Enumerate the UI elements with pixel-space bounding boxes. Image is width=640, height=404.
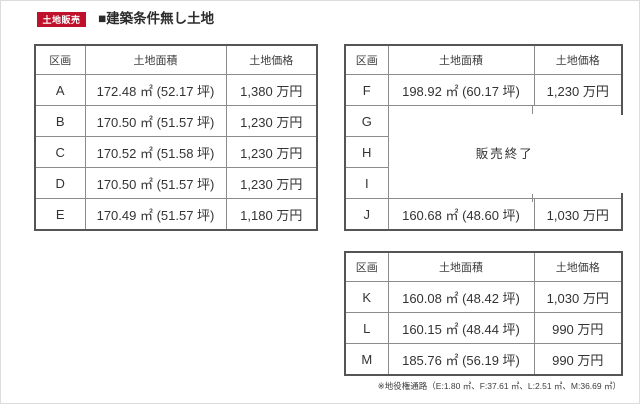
border-stub-bottom <box>532 194 533 202</box>
area-cell: 185.76 ㎡ (56.19 坪) <box>387 343 535 376</box>
area-cell: 160.15 ㎡ (48.44 坪) <box>387 312 535 344</box>
area-cell: 170.50 ㎡ (51.57 坪) <box>84 167 227 199</box>
table-border-gap <box>618 115 623 193</box>
area-cell: 170.50 ㎡ (51.57 坪) <box>84 105 227 137</box>
price-cell: 1,030 万円 <box>533 281 623 313</box>
table-row: A 172.48 ㎡ (52.17 坪) 1,380 万円 <box>34 74 318 106</box>
area-cell: 170.52 ㎡ (51.58 坪) <box>84 136 227 168</box>
area-cell: 170.49 ㎡ (51.57 坪) <box>84 198 227 231</box>
column-header-plot: 区画 <box>344 44 389 75</box>
plot-cell: J <box>344 198 389 231</box>
easement-footnote: ※地役権通路（E:1.80 ㎡、F:37.61 ㎡、L:2.51 ㎡、M:36.… <box>377 381 621 391</box>
plot-cell: F <box>344 74 389 106</box>
table-row: J 160.68 ㎡ (48.60 坪) 1,030 万円 <box>344 198 623 231</box>
plot-cell: L <box>344 312 389 344</box>
page-title: ■建築条件無し土地 <box>98 11 215 26</box>
area-cell: 160.68 ㎡ (48.60 坪) <box>387 198 535 231</box>
plot-cell: I <box>344 167 389 199</box>
table-row: C 170.52 ㎡ (51.58 坪) 1,230 万円 <box>34 136 318 168</box>
plot-cell: B <box>34 105 86 137</box>
column-header-price: 土地価格 <box>533 251 623 282</box>
land-sale-badge: 土地販売 <box>37 12 86 27</box>
price-cell: 1,380 万円 <box>225 74 318 106</box>
plot-cell: D <box>34 167 86 199</box>
table-row: I <box>344 167 622 199</box>
area-cell: 172.48 ㎡ (52.17 坪) <box>84 74 227 106</box>
column-header-plot: 区画 <box>344 251 389 282</box>
land-table-a-e: 区画 土地面積 土地価格 A 172.48 ㎡ (52.17 坪) 1,380 万円… <box>34 44 318 231</box>
table-row: G 販売終了 <box>344 105 623 199</box>
column-header-price: 土地価格 <box>533 44 623 75</box>
table-row: F 198.92 ㎡ (60.17 坪) 1,230 万円 <box>344 74 623 106</box>
plot-cell: H <box>344 136 389 168</box>
price-cell: 1,030 万円 <box>533 198 623 231</box>
border-stub-top <box>532 106 533 114</box>
area-cell: 198.92 ㎡ (60.17 坪) <box>387 74 535 106</box>
table-row: M 185.76 ㎡ (56.19 坪) 990 万円 <box>344 343 623 376</box>
price-cell: 1,230 万円 <box>225 105 318 137</box>
table-row: D 170.50 ㎡ (51.57 坪) 1,230 万円 <box>34 167 318 199</box>
plot-cell: E <box>34 198 86 231</box>
land-table-k-m: 区画 土地面積 土地価格 K 160.08 ㎡ (48.42 坪) 1,030 万円… <box>344 251 623 376</box>
plot-cell: A <box>34 74 86 106</box>
header-row: 区画 土地面積 土地価格 <box>344 251 623 282</box>
plot-cell: K <box>344 281 389 313</box>
column-header-area: 土地面積 <box>387 251 535 282</box>
column-header-plot: 区画 <box>34 44 86 75</box>
table-row: L 160.15 ㎡ (48.44 坪) 990 万円 <box>344 312 623 344</box>
soldout-cell: 販売終了 <box>387 105 623 199</box>
header-row: 区画 土地面積 土地価格 <box>34 44 318 75</box>
price-cell: 990 万円 <box>533 343 623 376</box>
plot-cell: G <box>344 105 389 137</box>
column-header-price: 土地価格 <box>225 44 318 75</box>
price-cell: 1,180 万円 <box>225 198 318 231</box>
plot-cell: M <box>344 343 389 376</box>
table-row: K 160.08 ㎡ (48.42 坪) 1,030 万円 <box>344 281 623 313</box>
price-cell: 1,230 万円 <box>533 74 623 106</box>
price-cell: 1,230 万円 <box>225 167 318 199</box>
price-cell: 990 万円 <box>533 312 623 344</box>
table-row: H <box>344 136 622 168</box>
table-row: B 170.50 ㎡ (51.57 坪) 1,230 万円 <box>34 105 318 137</box>
column-header-area: 土地面積 <box>387 44 535 75</box>
table-row: E 170.49 ㎡ (51.57 坪) 1,180 万円 <box>34 198 318 231</box>
header-row: 区画 土地面積 土地価格 <box>344 44 623 75</box>
plot-cell: C <box>34 136 86 168</box>
column-header-area: 土地面積 <box>84 44 227 75</box>
price-cell: 1,230 万円 <box>225 136 318 168</box>
area-cell: 160.08 ㎡ (48.42 坪) <box>387 281 535 313</box>
land-table-f-j: 区画 土地面積 土地価格 F 198.92 ㎡ (60.17 坪) 1,230 万円… <box>344 44 623 231</box>
